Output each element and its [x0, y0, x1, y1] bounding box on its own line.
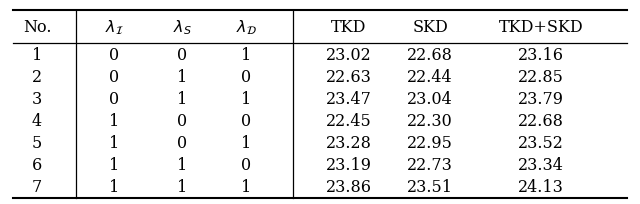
Text: 3: 3: [32, 90, 42, 107]
Text: 0: 0: [177, 134, 188, 151]
Text: 0: 0: [177, 112, 188, 129]
Text: 23.52: 23.52: [518, 134, 564, 151]
Text: 1: 1: [241, 134, 252, 151]
Text: 1: 1: [177, 178, 188, 195]
Text: 22.30: 22.30: [407, 112, 453, 129]
Text: 22.63: 22.63: [326, 68, 372, 85]
Text: 5: 5: [32, 134, 42, 151]
Text: 1: 1: [109, 178, 119, 195]
Text: 1: 1: [177, 156, 188, 173]
Text: 23.79: 23.79: [518, 90, 564, 107]
Text: 23.04: 23.04: [407, 90, 453, 107]
Text: 4: 4: [32, 112, 42, 129]
Text: 22.73: 22.73: [407, 156, 453, 173]
Text: 1: 1: [109, 134, 119, 151]
Text: $\lambda_{\mathcal{D}}$: $\lambda_{\mathcal{D}}$: [236, 18, 257, 37]
Text: TKD: TKD: [331, 19, 367, 36]
Text: 23.16: 23.16: [518, 46, 564, 63]
Text: 1: 1: [241, 90, 252, 107]
Text: 23.19: 23.19: [326, 156, 372, 173]
Text: 0: 0: [109, 46, 119, 63]
Text: 23.86: 23.86: [326, 178, 372, 195]
Text: 23.47: 23.47: [326, 90, 372, 107]
Text: SKD: SKD: [412, 19, 448, 36]
Text: 23.51: 23.51: [407, 178, 453, 195]
Text: 1: 1: [241, 46, 252, 63]
Text: 1: 1: [32, 46, 42, 63]
Text: 22.68: 22.68: [518, 112, 564, 129]
Text: 7: 7: [32, 178, 42, 195]
Text: 22.45: 22.45: [326, 112, 372, 129]
Text: 1: 1: [109, 112, 119, 129]
Text: 1: 1: [177, 90, 188, 107]
Text: 0: 0: [177, 46, 188, 63]
Text: 24.13: 24.13: [518, 178, 564, 195]
Text: 23.34: 23.34: [518, 156, 564, 173]
Text: 0: 0: [109, 90, 119, 107]
Text: 6: 6: [32, 156, 42, 173]
Text: No.: No.: [23, 19, 51, 36]
Text: $\lambda_{\mathcal{I}}$: $\lambda_{\mathcal{I}}$: [104, 18, 124, 37]
Text: 0: 0: [241, 112, 252, 129]
Text: 1: 1: [177, 68, 188, 85]
Text: 22.68: 22.68: [407, 46, 453, 63]
Text: 22.44: 22.44: [407, 68, 453, 85]
Text: $\lambda_{S}$: $\lambda_{S}$: [173, 18, 192, 37]
Text: 0: 0: [109, 68, 119, 85]
Text: 1: 1: [109, 156, 119, 173]
Text: TKD+SKD: TKD+SKD: [499, 19, 583, 36]
Text: 22.85: 22.85: [518, 68, 564, 85]
Text: 23.28: 23.28: [326, 134, 372, 151]
Text: 0: 0: [241, 68, 252, 85]
Text: 2: 2: [32, 68, 42, 85]
Text: 22.95: 22.95: [407, 134, 453, 151]
Text: 0: 0: [241, 156, 252, 173]
Text: 1: 1: [241, 178, 252, 195]
Text: 23.02: 23.02: [326, 46, 372, 63]
